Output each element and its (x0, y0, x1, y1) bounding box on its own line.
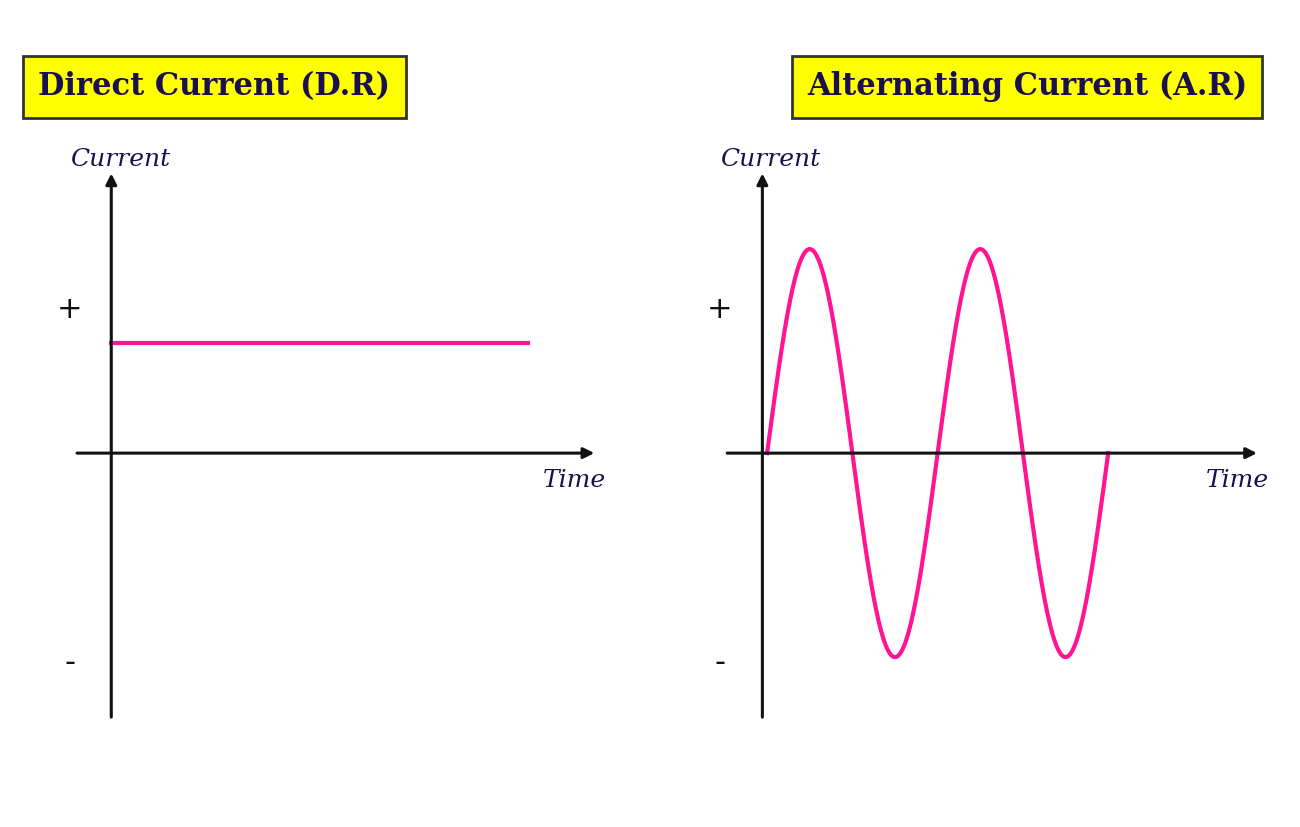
Text: Current: Current (720, 148, 820, 170)
Text: +: + (707, 294, 732, 323)
Text: Alternating Current (A.R): Alternating Current (A.R) (807, 71, 1247, 103)
Text: Time: Time (1206, 469, 1269, 492)
Text: -: - (64, 648, 75, 676)
Text: -: - (714, 648, 725, 676)
Text: Time: Time (543, 469, 606, 492)
Text: +: + (57, 294, 82, 323)
Text: Direct Current (D.R): Direct Current (D.R) (39, 71, 390, 103)
Text: Current: Current (70, 148, 170, 170)
